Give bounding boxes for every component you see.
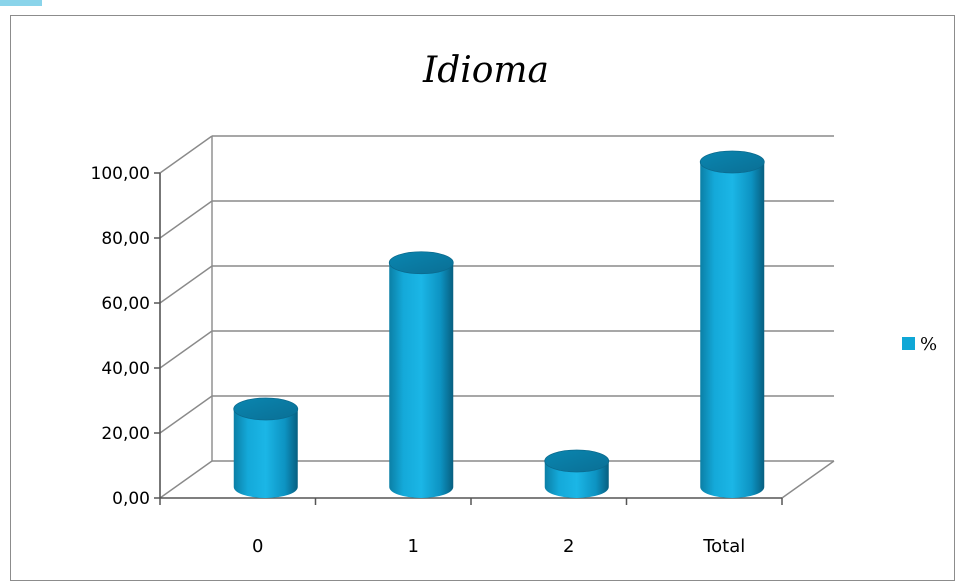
gridline-diagonal: [159, 135, 213, 174]
y-tick-label: 40,00: [101, 359, 150, 379]
gridline-diagonal: [159, 330, 213, 369]
y-tick-label: 0,00: [112, 489, 150, 509]
y-tick-label: 100,00: [91, 164, 150, 184]
x-tick-label: 1: [408, 536, 419, 557]
bar: [699, 150, 765, 498]
labels-layer: 0,00 20,00 40,00 60,00 80,00 100,00 0 1 2 Total: [91, 164, 746, 557]
bar: [544, 449, 610, 498]
gridline-diagonal: [159, 395, 213, 434]
y-tick-label: 60,00: [101, 294, 150, 314]
bars-layer: [233, 150, 765, 498]
chart-title: Idioma: [422, 50, 549, 91]
gridline-diagonal: [159, 200, 213, 239]
gridline-diagonal: [159, 460, 213, 499]
y-tick-label: 20,00: [101, 424, 150, 444]
legend-swatch: [902, 337, 915, 350]
axis-layer: [154, 172, 783, 505]
bar: [233, 397, 299, 498]
bar-cap: [699, 150, 765, 174]
floor-edge: [781, 460, 835, 499]
x-tick-label: 0: [252, 536, 263, 557]
x-tick-label: Total: [702, 536, 745, 557]
y-tick-label: 80,00: [101, 229, 150, 249]
corner-mark: [0, 0, 42, 6]
x-tick-label: 2: [563, 536, 574, 557]
bar: [388, 251, 454, 498]
legend-label: %: [920, 334, 937, 355]
bar-body: [233, 409, 298, 498]
bar-cap: [388, 251, 454, 275]
bar-body: [544, 461, 609, 498]
legend: %: [902, 334, 937, 355]
bar-body: [700, 162, 765, 498]
bar-cap: [544, 449, 610, 473]
gridline-diagonal: [159, 265, 213, 304]
bar-body: [389, 262, 454, 498]
bar-cap: [233, 397, 299, 421]
